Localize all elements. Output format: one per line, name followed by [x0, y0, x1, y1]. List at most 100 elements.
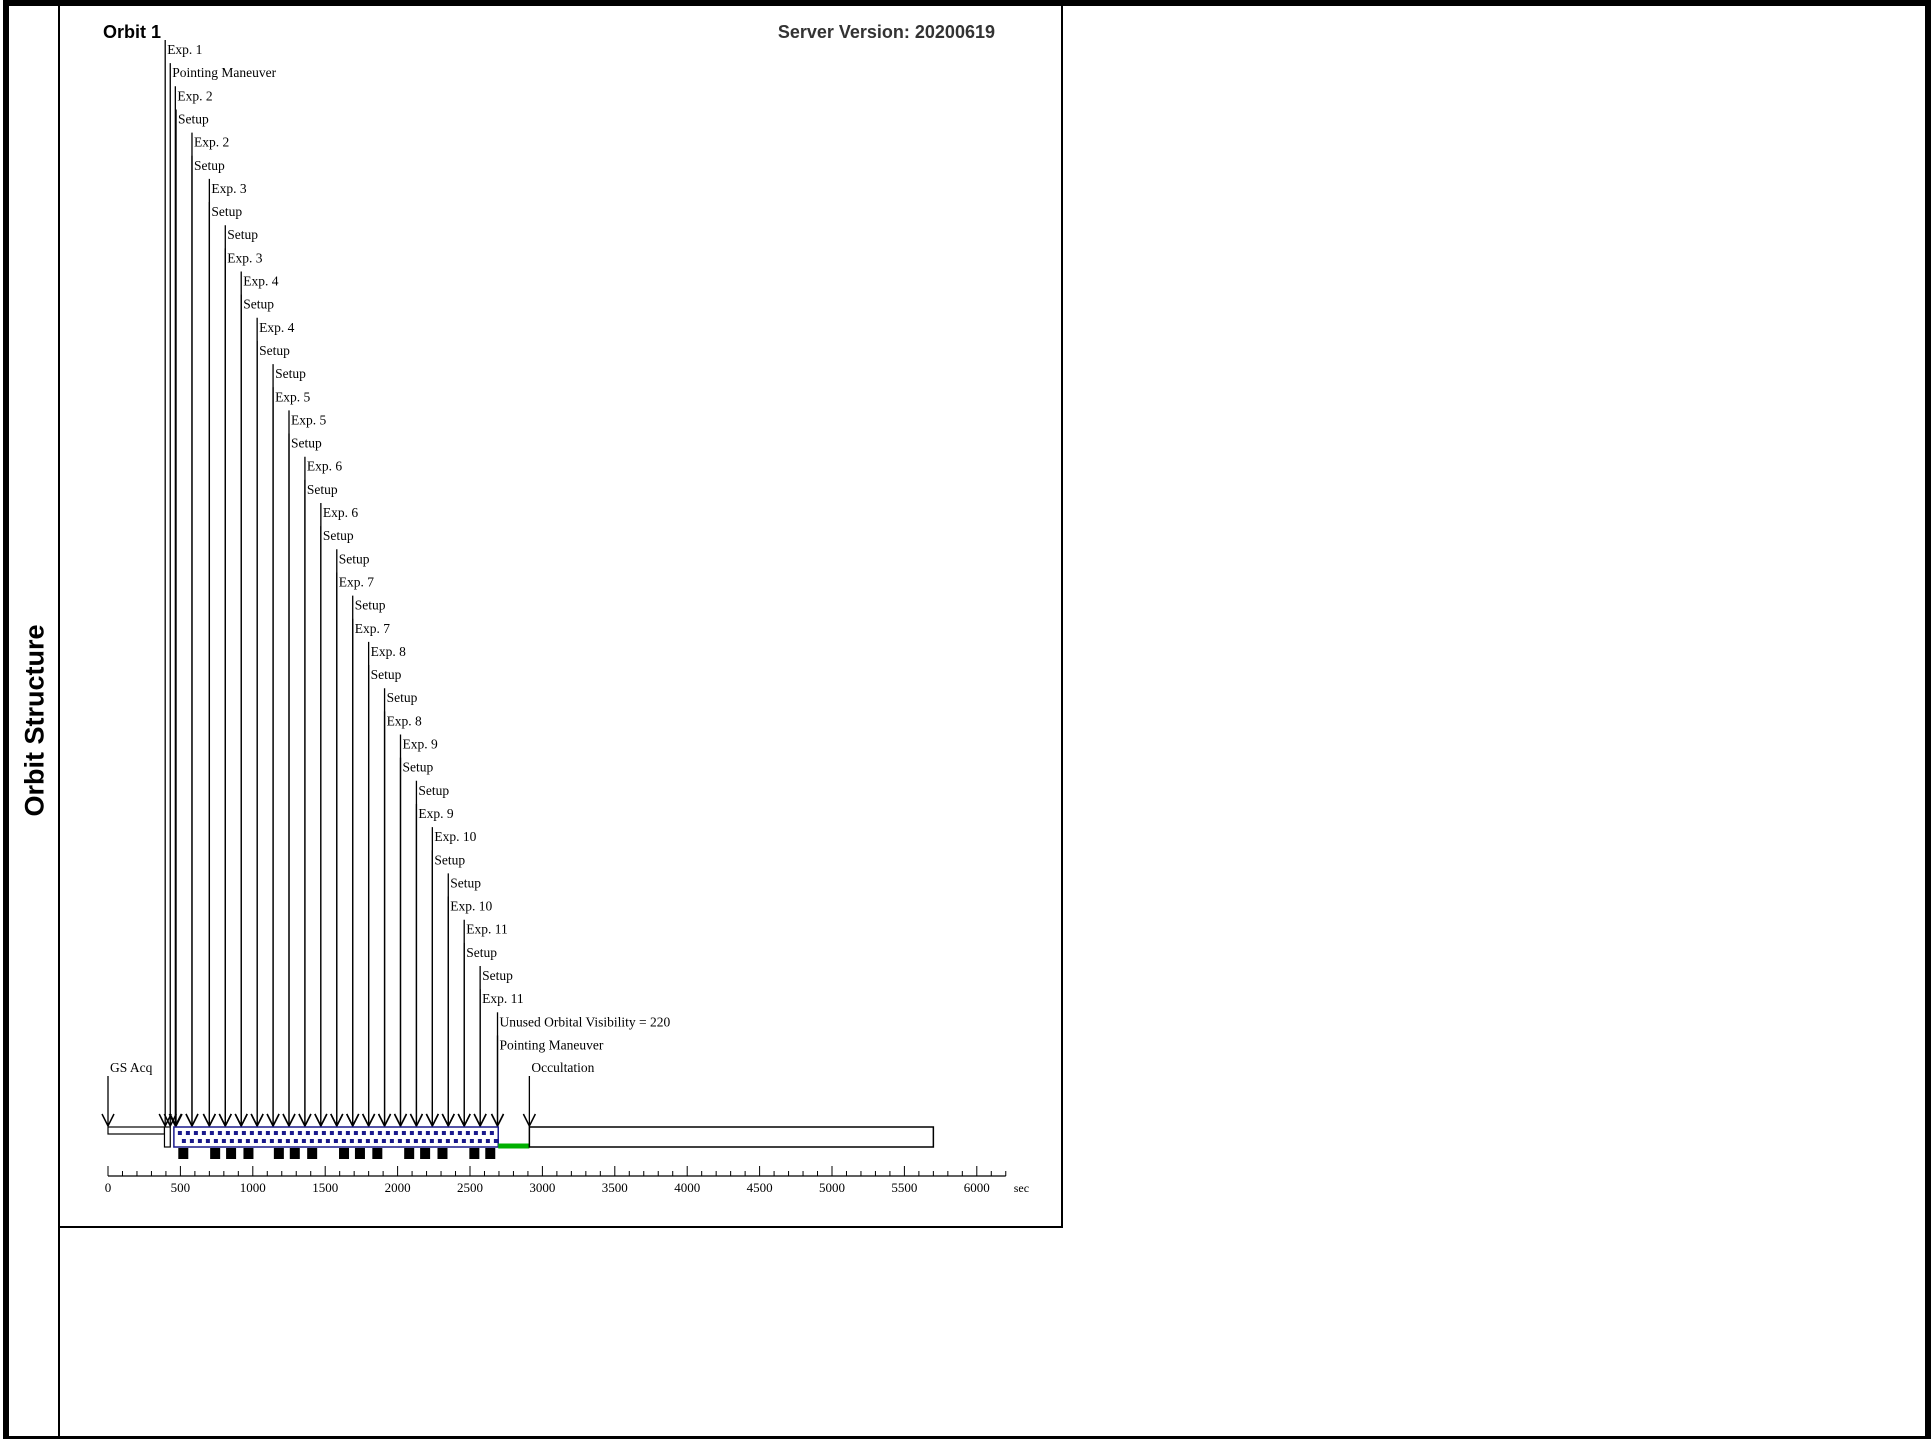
server-version: Server Version: 20200619 [778, 22, 995, 42]
exposure-dot [401, 1131, 406, 1135]
exposure-dot [453, 1139, 458, 1143]
axis-tick-label: 2000 [385, 1180, 411, 1195]
time-axis: 0 500 1000 1500 2000 2500 3000 3500 4000 4500 5000… [105, 1166, 1029, 1195]
exposure-dot [465, 1131, 470, 1135]
event-label: Exp. 7 [339, 574, 374, 589]
exposure-dot [277, 1139, 282, 1143]
exposure-dot [229, 1139, 234, 1143]
event-label: Exp. 8 [387, 713, 422, 728]
event-label: Setup [355, 598, 386, 613]
exposure-dot [305, 1131, 310, 1135]
data-marker [469, 1148, 480, 1159]
event-label: Exp. 3 [227, 250, 262, 265]
event-arrow [361, 1113, 376, 1128]
event-arrow [393, 1113, 408, 1128]
axis-tick-label: 6000 [964, 1180, 990, 1195]
event-arrow [409, 1113, 424, 1128]
data-marker [273, 1148, 284, 1159]
event-arrow [377, 1113, 392, 1128]
event-label: Setup [450, 875, 481, 890]
event-label: Exp. 4 [243, 274, 278, 289]
event-label: Exp. 5 [291, 412, 326, 427]
event-label: Setup [307, 482, 338, 497]
event-arrow [330, 1113, 344, 1128]
exposure-dot [177, 1131, 182, 1135]
exposure-dot [273, 1131, 278, 1135]
exposure-dot [221, 1139, 226, 1143]
event-arrow [169, 1113, 183, 1128]
exposure-dot [409, 1131, 414, 1135]
event-arrow [473, 1113, 487, 1128]
maneuver-segment [163, 1126, 171, 1148]
exposure-dot [469, 1139, 474, 1143]
event-label: Exp. 5 [275, 389, 310, 404]
axis-tick-label: 1500 [312, 1180, 338, 1195]
event-label: Pointing Maneuver [500, 1037, 604, 1052]
exposure-dot [397, 1139, 402, 1143]
axis-tick-label: 0 [105, 1180, 112, 1195]
exposure-dot [293, 1139, 298, 1143]
event-label: Setup [243, 297, 274, 312]
event-label: Exp. 9 [418, 806, 453, 821]
event-label: Setup [194, 158, 225, 173]
event-label: Exp. 10 [450, 899, 492, 914]
exposure-dot [185, 1131, 190, 1135]
exposure-dot [301, 1139, 306, 1143]
exposure-dot [485, 1139, 490, 1143]
event-arrow [163, 1113, 177, 1128]
exposure-dot [309, 1139, 314, 1143]
exposure-dot [389, 1139, 394, 1143]
event-arrow [314, 1113, 328, 1128]
axis-tick-label: 5500 [891, 1180, 917, 1195]
gs-acq-label: GS Acq [110, 1060, 153, 1075]
event-label: Setup [371, 667, 402, 682]
exposure-dot [473, 1131, 478, 1135]
exposure-dot [345, 1131, 350, 1135]
occultation-segment [528, 1126, 935, 1148]
diagram-panel-border [58, 2, 1063, 1228]
exposure-dot [257, 1131, 262, 1135]
exposure-dot [493, 1139, 498, 1143]
event-arrow [158, 1113, 172, 1128]
axis-tick-label: 4500 [747, 1180, 773, 1195]
exposure-dot [225, 1131, 230, 1135]
data-marker [372, 1148, 383, 1159]
axis-tick-label: 5000 [819, 1180, 845, 1195]
exposure-dot [477, 1139, 482, 1143]
exposure-dot [261, 1139, 266, 1143]
event-label: Setup [291, 436, 322, 451]
data-marker [339, 1148, 350, 1159]
orbit-structure-label: Orbit Structure [19, 623, 50, 817]
event-label: Setup [178, 111, 209, 126]
exposure-dot [405, 1139, 410, 1143]
event-label: Setup [434, 852, 465, 867]
exposure-dot [209, 1131, 214, 1135]
data-marker [354, 1148, 365, 1159]
exposure-dot [421, 1139, 426, 1143]
event-label: Setup [211, 204, 242, 219]
event-label: Exp. 6 [307, 459, 342, 474]
exposure-dot [425, 1131, 430, 1135]
data-marker [178, 1148, 189, 1159]
event-label: Exp. 1 [167, 42, 202, 57]
data-marker [420, 1148, 431, 1159]
event-label: Exp. 6 [323, 505, 358, 520]
exposure-dot [285, 1139, 290, 1143]
exposure-dot [241, 1131, 246, 1135]
exposure-dot [253, 1139, 258, 1143]
exposure-dot [197, 1139, 202, 1143]
events-layer: Exp. 1 Pointing Maneuver Exp. 2 Setup Exp. 2… [101, 40, 671, 1128]
event-label: Exp. 2 [194, 135, 229, 150]
exposure-dot [385, 1131, 390, 1135]
exposure-dot [433, 1131, 438, 1135]
event-label: Setup [466, 945, 497, 960]
exposures-segment [173, 1126, 499, 1148]
exposure-dot [245, 1139, 250, 1143]
exposure-dot [317, 1139, 322, 1143]
exposure-dot [457, 1131, 462, 1135]
event-label: Exp. 3 [211, 181, 246, 196]
exposure-dot [361, 1131, 366, 1135]
data-marker [485, 1148, 496, 1159]
